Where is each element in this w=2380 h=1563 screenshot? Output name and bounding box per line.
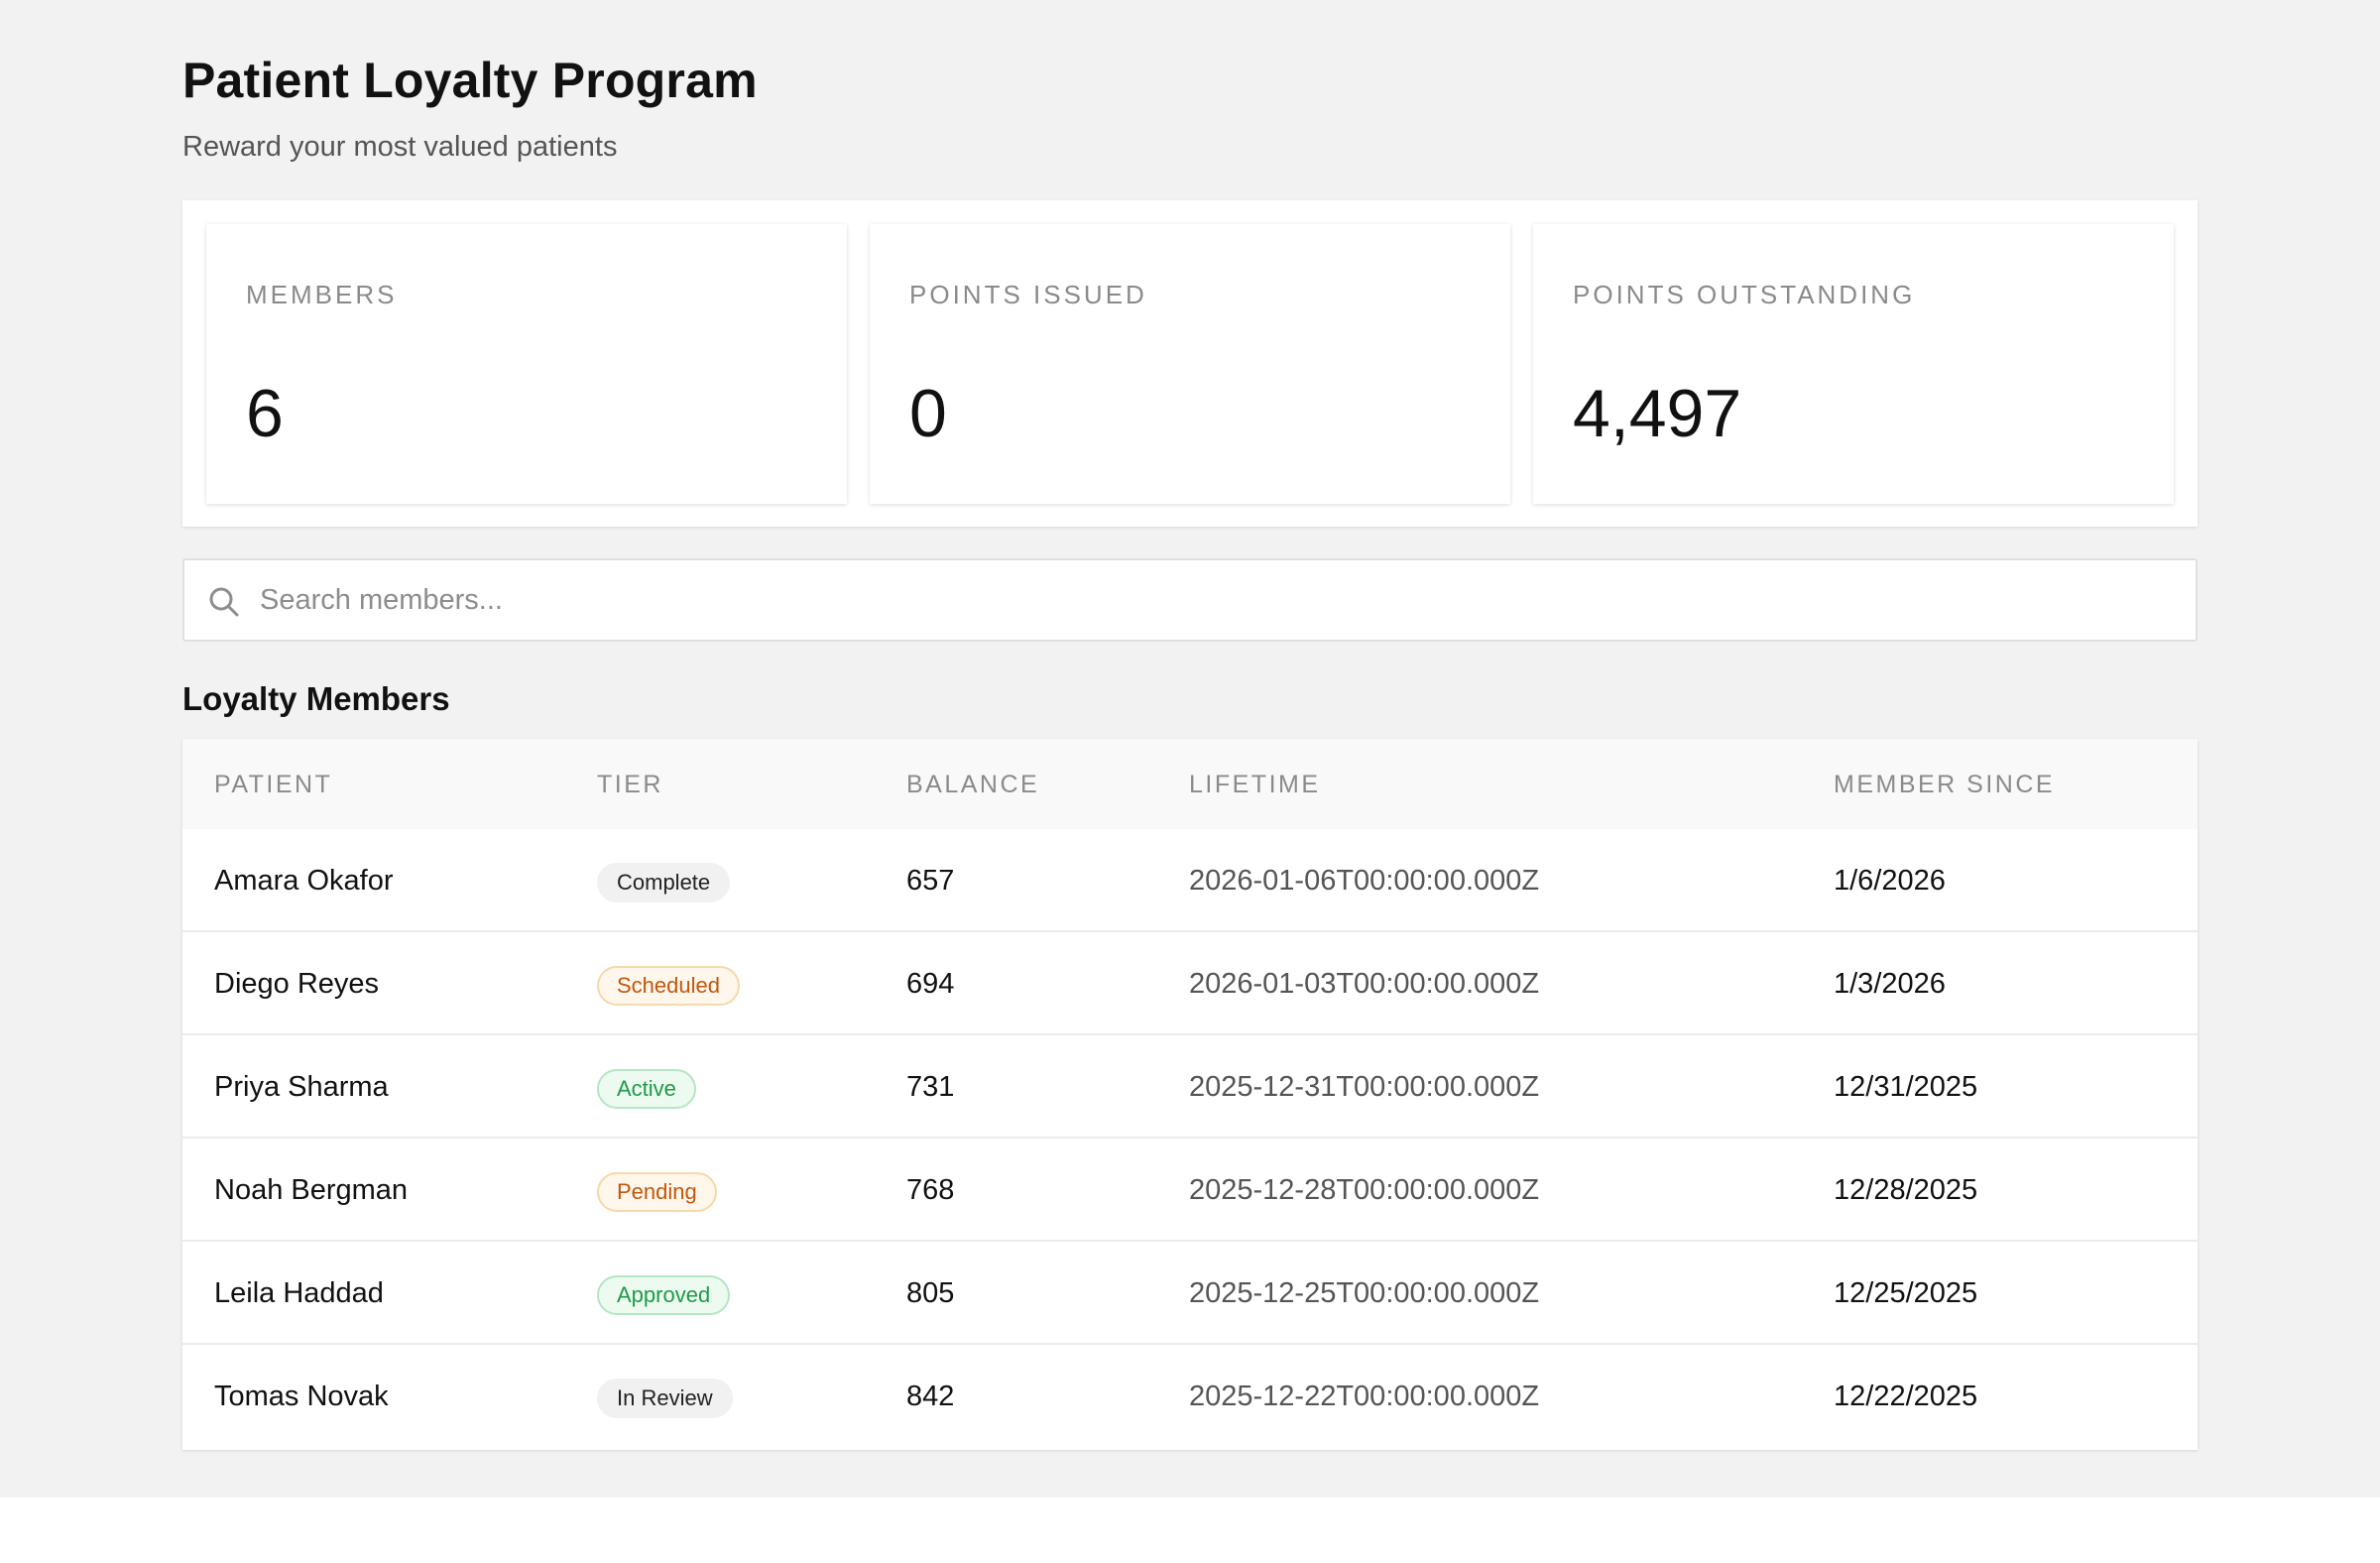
patient-name: Diego Reyes xyxy=(214,968,380,1000)
balance-value: 731 xyxy=(906,1071,955,1103)
member-since-value: 12/22/2025 xyxy=(1834,1381,1978,1412)
tier-badge: Active xyxy=(597,1069,696,1109)
tier-badge: In Review xyxy=(597,1379,733,1418)
stat-value: 6 xyxy=(246,376,284,451)
stat-card-members: MEMBERS 6 xyxy=(206,224,847,504)
table-row[interactable]: Noah Bergman Pending 768 2025-12-28T00:0… xyxy=(182,1139,2198,1242)
member-since-value: 12/31/2025 xyxy=(1834,1071,1978,1103)
column-header-member-since[interactable]: MEMBER SINCE xyxy=(1834,771,2056,798)
table-header: PATIENT TIER BALANCE LIFETIME MEMBER SIN… xyxy=(182,739,2198,829)
tier-badge: Complete xyxy=(597,863,731,902)
member-since-value: 1/6/2026 xyxy=(1834,865,1946,897)
search-input[interactable] xyxy=(260,570,2174,630)
patient-name: Priya Sharma xyxy=(214,1071,389,1103)
stat-label: MEMBERS xyxy=(246,280,398,309)
balance-value: 842 xyxy=(906,1381,955,1412)
column-header-tier[interactable]: TIER xyxy=(597,771,663,798)
column-header-balance[interactable]: BALANCE xyxy=(906,771,1040,798)
page-subtitle: Reward your most valued patients xyxy=(182,131,618,163)
lifetime-value: 2025-12-31T00:00:00.000Z xyxy=(1189,1071,1540,1103)
stat-value: 4,497 xyxy=(1573,376,1742,451)
stat-card-points-outstanding: POINTS OUTSTANDING 4,497 xyxy=(1533,224,2174,504)
search-icon xyxy=(209,587,239,617)
balance-value: 768 xyxy=(906,1174,955,1206)
patient-name: Leila Haddad xyxy=(214,1277,384,1309)
lifetime-value: 2026-01-06T00:00:00.000Z xyxy=(1189,865,1540,897)
members-table: PATIENT TIER BALANCE LIFETIME MEMBER SIN… xyxy=(182,739,2198,1450)
lifetime-value: 2025-12-28T00:00:00.000Z xyxy=(1189,1174,1540,1206)
patient-name: Amara Okafor xyxy=(214,865,394,897)
lifetime-value: 2026-01-03T00:00:00.000Z xyxy=(1189,968,1540,1000)
table-row[interactable]: Diego Reyes Scheduled 694 2026-01-03T00:… xyxy=(182,932,2198,1035)
tier-badge: Approved xyxy=(597,1275,731,1315)
tier-badge: Scheduled xyxy=(597,966,740,1006)
table-row[interactable]: Amara Okafor Complete 657 2026-01-06T00:… xyxy=(182,829,2198,932)
stat-label: POINTS OUTSTANDING xyxy=(1573,280,1916,309)
balance-value: 657 xyxy=(906,865,955,897)
balance-value: 805 xyxy=(906,1277,955,1309)
stats-panel: MEMBERS 6 POINTS ISSUED 0 POINTS OUTSTAN… xyxy=(182,200,2198,527)
page-title: Patient Loyalty Program xyxy=(182,53,758,108)
table-row[interactable]: Priya Sharma Active 731 2025-12-31T00:00… xyxy=(182,1035,2198,1139)
column-header-lifetime[interactable]: LIFETIME xyxy=(1189,771,1321,798)
patient-name: Noah Bergman xyxy=(214,1174,409,1206)
table-row[interactable]: Tomas Novak In Review 842 2025-12-22T00:… xyxy=(182,1345,2198,1448)
search-box[interactable] xyxy=(182,558,2198,642)
member-since-value: 12/25/2025 xyxy=(1834,1277,1978,1309)
column-header-patient[interactable]: PATIENT xyxy=(214,771,333,798)
table-row[interactable]: Leila Haddad Approved 805 2025-12-25T00:… xyxy=(182,1242,2198,1345)
lifetime-value: 2025-12-22T00:00:00.000Z xyxy=(1189,1381,1540,1412)
balance-value: 694 xyxy=(906,968,955,1000)
section-title-loyalty-members: Loyalty Members xyxy=(182,680,450,717)
member-since-value: 1/3/2026 xyxy=(1834,968,1946,1000)
stat-label: POINTS ISSUED xyxy=(909,280,1147,309)
member-since-value: 12/28/2025 xyxy=(1834,1174,1978,1206)
lifetime-value: 2025-12-25T00:00:00.000Z xyxy=(1189,1277,1540,1309)
stat-value: 0 xyxy=(909,376,947,451)
stat-card-points-issued: POINTS ISSUED 0 xyxy=(870,224,1510,504)
patient-name: Tomas Novak xyxy=(214,1381,389,1412)
tier-badge: Pending xyxy=(597,1172,717,1212)
